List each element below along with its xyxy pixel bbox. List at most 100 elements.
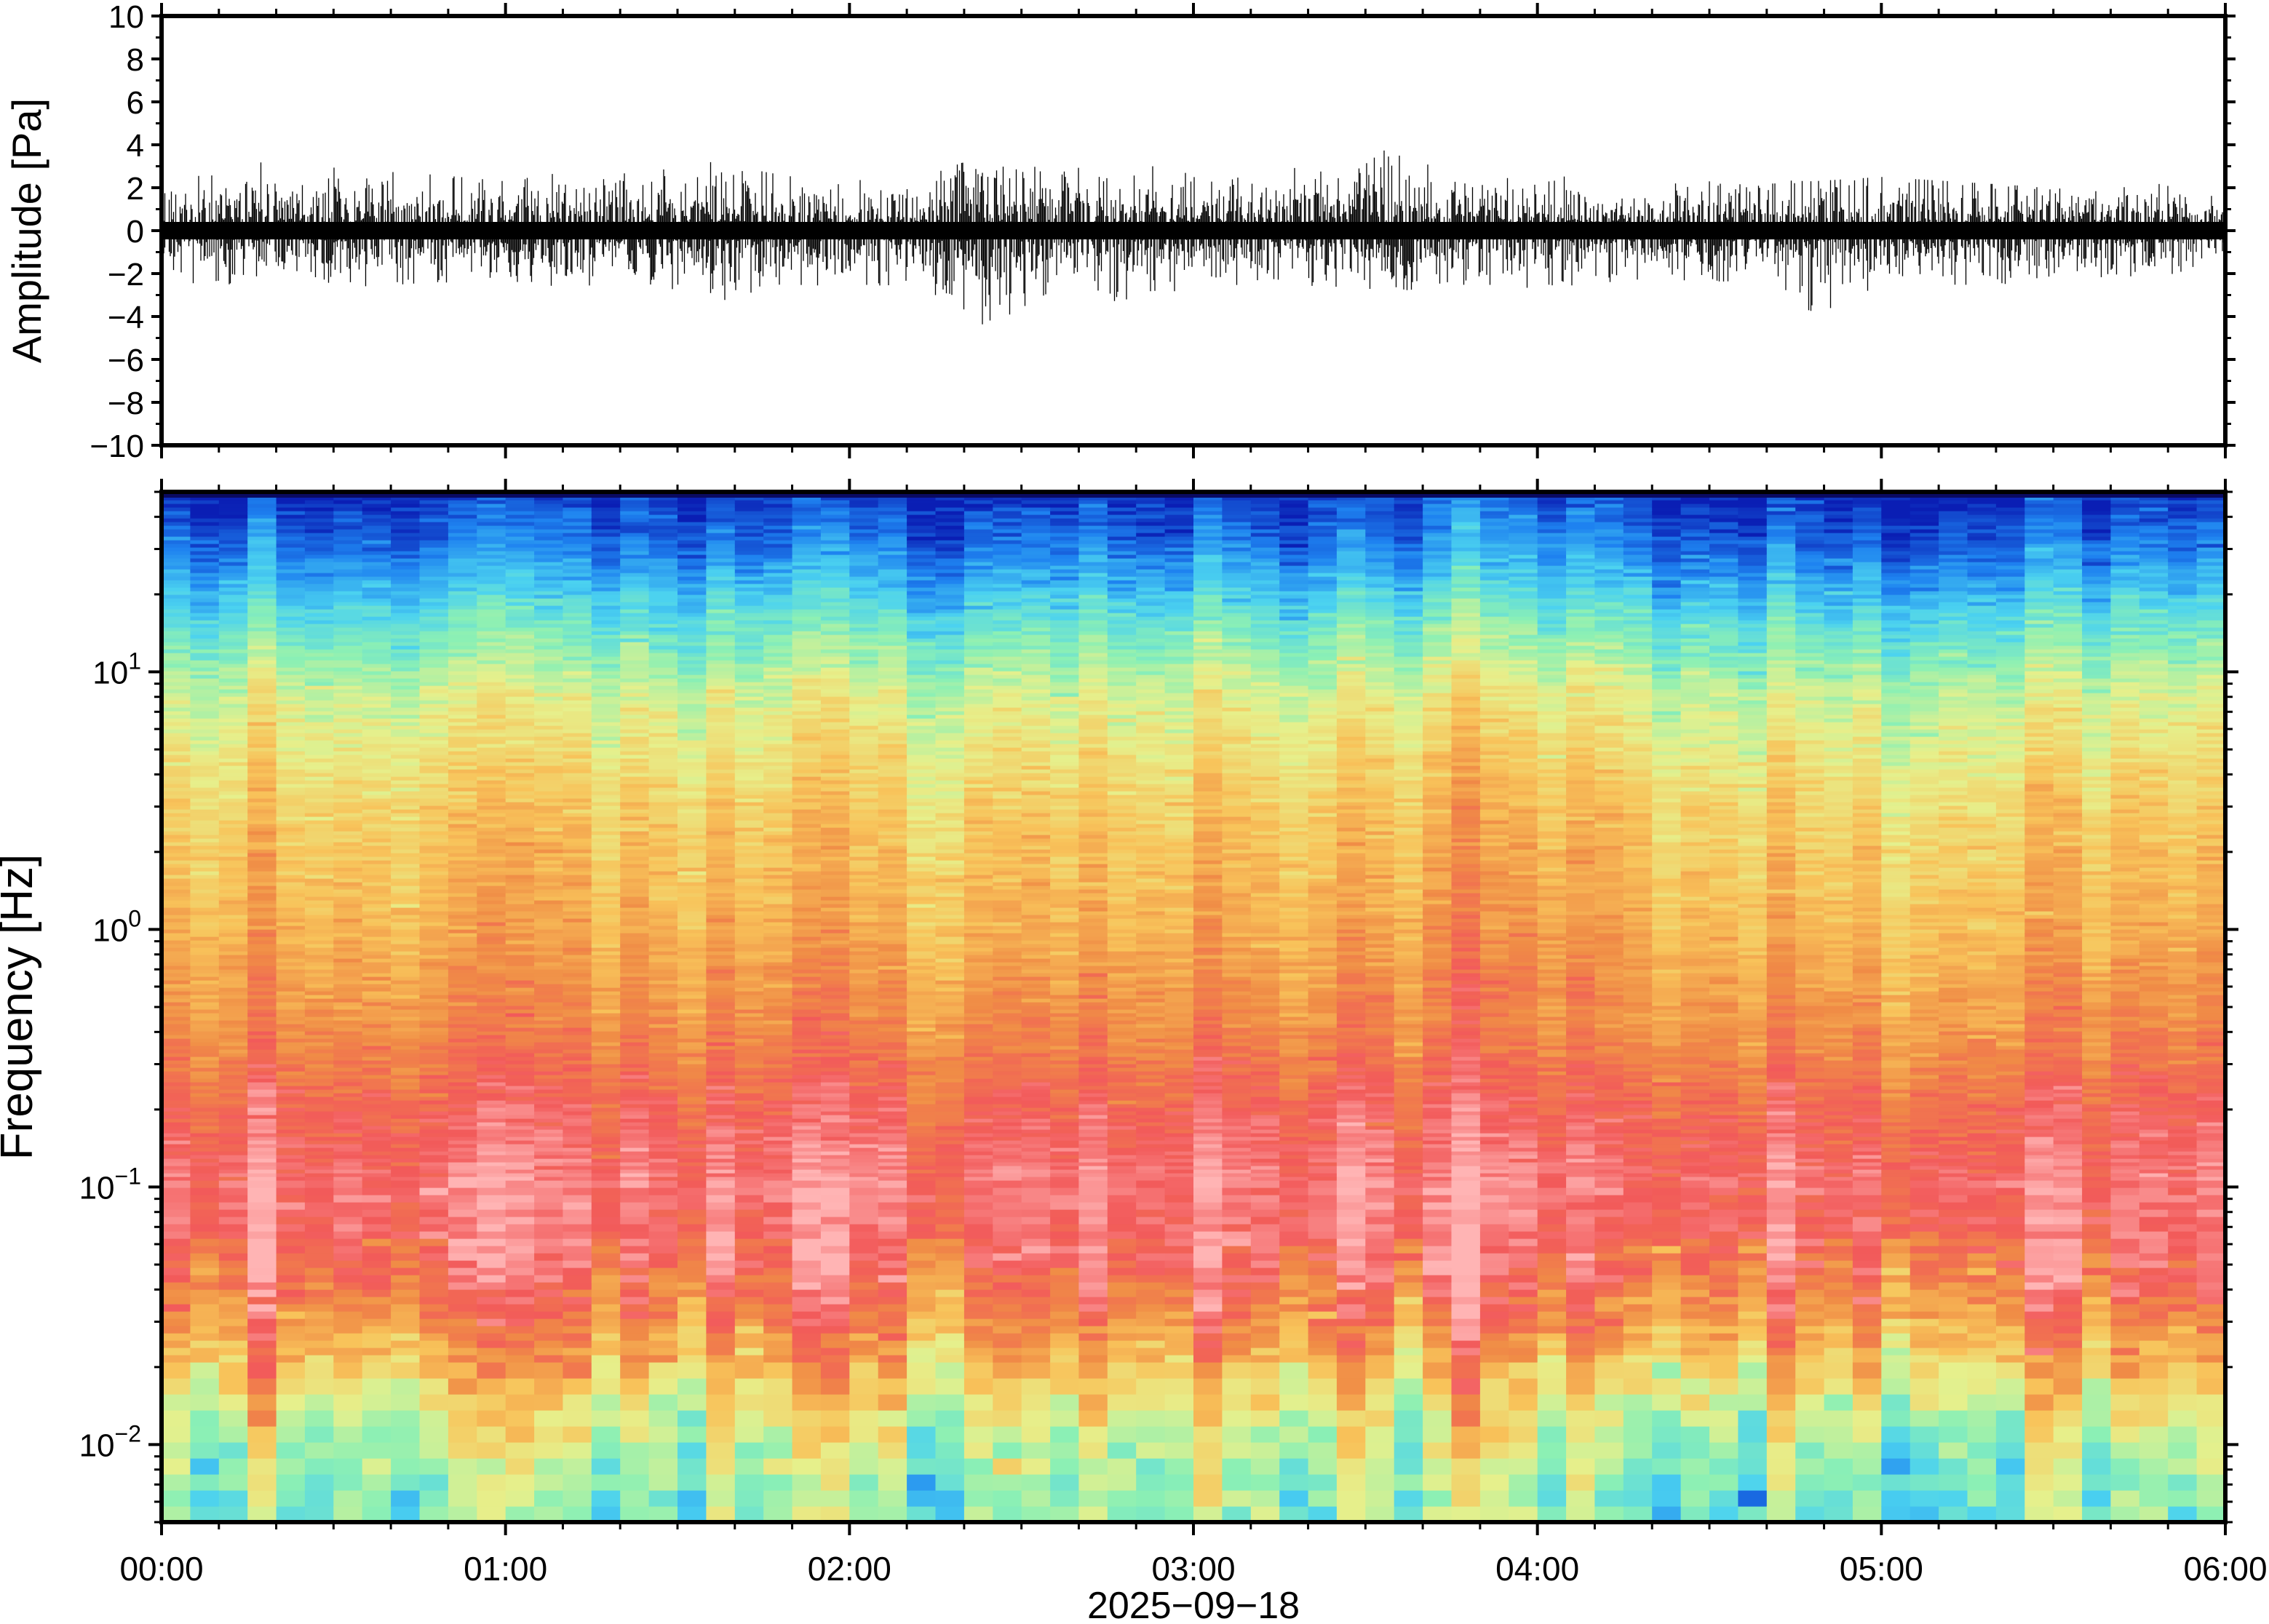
- spectrogram-cell: [534, 1333, 564, 1341]
- spectrogram-cell: [448, 645, 478, 650]
- spectrogram-cell: [505, 609, 535, 613]
- spectrogram-cell: [276, 674, 306, 679]
- spectrogram-cell: [534, 682, 564, 686]
- spectrogram-cell: [190, 860, 220, 864]
- spectrogram-cell: [620, 889, 650, 893]
- spectrogram-cell: [362, 1426, 392, 1443]
- spectrogram-cell: [247, 634, 277, 639]
- spectrogram-cell: [563, 696, 592, 701]
- spectrogram-cell: [591, 845, 621, 850]
- spectrogram-cell: [218, 693, 248, 697]
- spectrogram-cell: [419, 613, 449, 617]
- spectrogram-cell: [505, 1093, 535, 1097]
- spectrogram-cell: [706, 584, 736, 588]
- spectrogram-cell: [591, 1129, 621, 1134]
- spectrogram-cell: [534, 1362, 564, 1379]
- spectrogram-cell: [505, 544, 535, 548]
- spectrogram-cell: [505, 551, 535, 555]
- spectrogram-cell: [505, 598, 535, 602]
- spectrogram-cell: [190, 827, 220, 832]
- spectrogram-cell: [419, 1046, 449, 1050]
- spectrogram-cell: [591, 805, 621, 810]
- spectrogram-cell: [734, 1267, 764, 1275]
- spectrogram-cell: [448, 1049, 478, 1054]
- spectrogram-cell: [391, 907, 421, 912]
- spectrogram-cell: [247, 871, 277, 875]
- spectrogram-cell: [276, 1169, 306, 1174]
- spectrogram-cell: [505, 500, 535, 504]
- spectrogram-cell: [190, 995, 220, 999]
- spectrogram-cell: [534, 1140, 564, 1145]
- spectrogram-cell: [162, 784, 191, 788]
- spectrogram-cell: [648, 671, 678, 675]
- spectrogram-cell: [706, 1155, 736, 1159]
- spectrogram-cell: [333, 529, 363, 533]
- spectrogram-cell: [477, 631, 506, 635]
- spectrogram-cell: [648, 1217, 678, 1225]
- spectrogram-cell: [563, 1144, 592, 1148]
- spectrogram-cell: [505, 1169, 535, 1174]
- spectrogram-cell: [505, 835, 535, 839]
- spectrogram-cell: [648, 1056, 678, 1061]
- spectrogram-cell: [648, 1013, 678, 1017]
- spectrogram-cell: [620, 591, 650, 595]
- spectrogram-cell: [591, 980, 621, 984]
- spectrogram-cell: [419, 875, 449, 879]
- spectrogram-cell: [391, 1238, 421, 1246]
- spectrogram-cell: [505, 980, 535, 984]
- spectrogram-cell: [333, 838, 363, 843]
- spectrogram-cell: [276, 1100, 306, 1104]
- spectrogram-cell: [190, 729, 220, 733]
- spectrogram-cell: [391, 867, 421, 872]
- spectrogram-cell: [304, 875, 335, 879]
- spectrogram-cell: [677, 700, 707, 704]
- spectrogram-cell: [648, 1042, 678, 1046]
- spectrogram-cell: [505, 1020, 535, 1024]
- spectrogram-cell: [534, 1129, 564, 1134]
- spectrogram-cell: [419, 809, 449, 813]
- spectrogram-cell: [190, 584, 220, 588]
- spectrogram-cell: [247, 503, 277, 508]
- spectrogram-cell: [677, 729, 707, 733]
- spectrogram-cell: [247, 1275, 277, 1283]
- spectrogram-cell: [333, 1340, 363, 1348]
- spectrogram-cell: [190, 507, 220, 512]
- spectrogram-cell: [304, 1195, 335, 1203]
- spectrogram-cell: [677, 773, 707, 777]
- spectrogram-cell: [276, 1304, 306, 1312]
- spectrogram-cell: [162, 1378, 191, 1395]
- spectrogram-cell: [162, 1067, 191, 1072]
- spectrogram-cell: [677, 1129, 707, 1134]
- spectrogram-cell: [190, 762, 220, 766]
- spectrogram-cell: [419, 1042, 449, 1046]
- spectrogram-cell: [563, 664, 592, 668]
- spectrogram-cell: [477, 867, 506, 872]
- spectrogram-cell: [276, 540, 306, 544]
- spectrogram-cell: [362, 1137, 392, 1141]
- spectrogram-cell: [591, 1410, 621, 1427]
- spectrogram-cell: [591, 1100, 621, 1104]
- spectrogram-cell: [534, 565, 564, 570]
- spectrogram-cell: [247, 1122, 277, 1126]
- spectrogram-cell: [362, 533, 392, 537]
- spectrogram-cell: [448, 926, 478, 930]
- spectrogram-cell: [505, 1180, 535, 1188]
- spectrogram-cell: [391, 1410, 421, 1427]
- spectrogram-cell: [448, 1067, 478, 1072]
- spectrogram-cell: [505, 966, 535, 970]
- spectrogram-cell: [333, 864, 363, 868]
- spectrogram-cell: [162, 624, 191, 628]
- spectrogram-cell: [247, 594, 277, 599]
- spectrogram-cell: [162, 715, 191, 719]
- spectrogram-cell: [620, 667, 650, 672]
- spectrogram-cell: [333, 1442, 363, 1459]
- spectrogram-cell: [391, 656, 421, 661]
- spectrogram-cell: [734, 1158, 764, 1163]
- spectrogram-cell: [677, 1158, 707, 1163]
- spectrogram-cell: [391, 682, 421, 686]
- spectrogram-cell: [763, 936, 793, 941]
- spectrogram-cell: [505, 1362, 535, 1379]
- spectrogram-cell: [677, 605, 707, 610]
- spectrogram-cell: [419, 896, 449, 901]
- spectrogram-cell: [677, 1115, 707, 1119]
